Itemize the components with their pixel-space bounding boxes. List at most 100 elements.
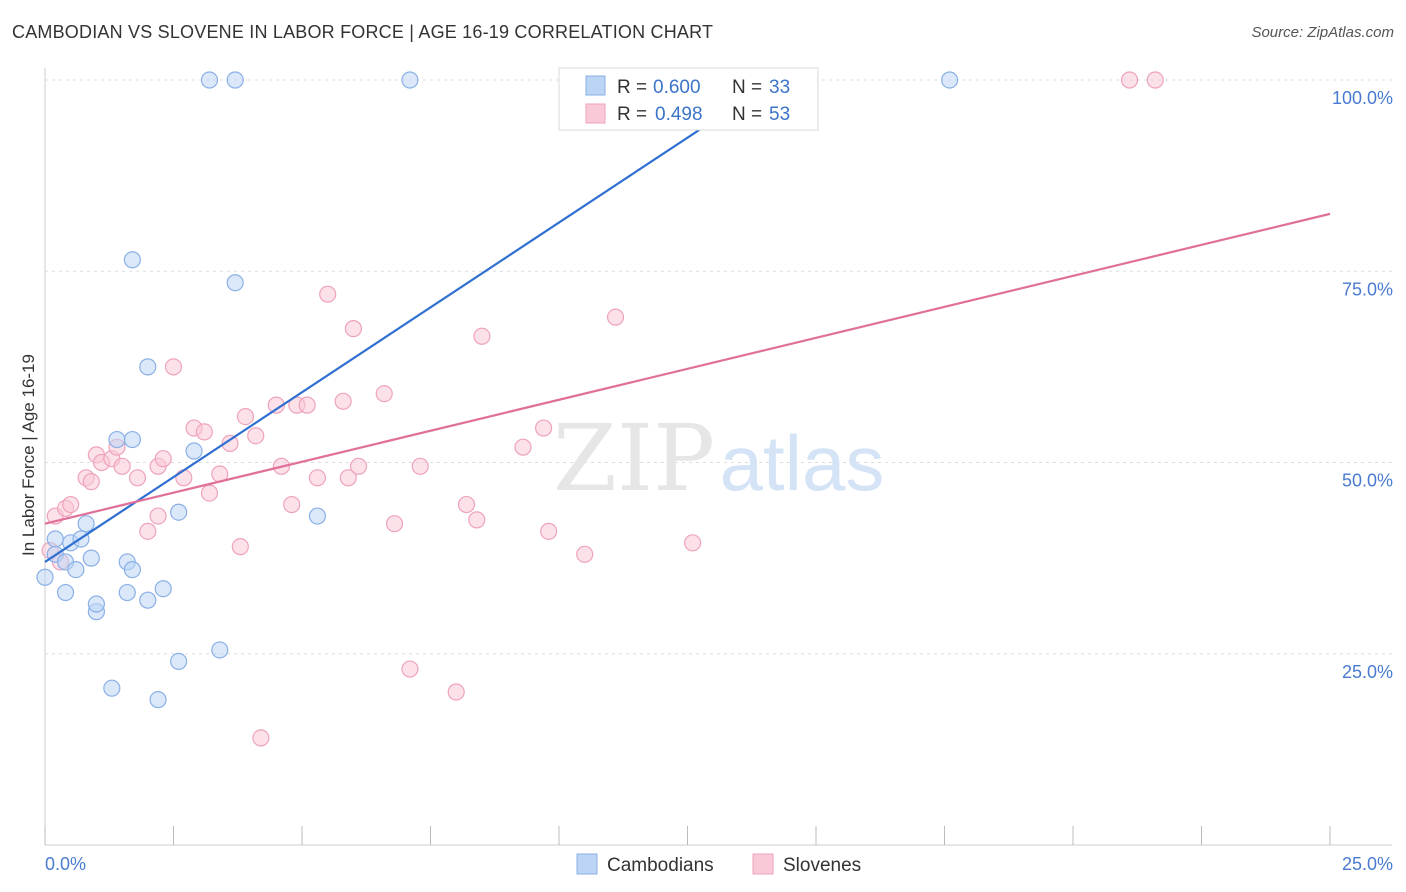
gridlines [45, 79, 1392, 655]
slovene-point-39 [375, 385, 393, 403]
slovene-point-27 [252, 729, 270, 747]
slovene-point-23 [221, 434, 239, 452]
y-tick-label-0: 25.0% [1342, 662, 1393, 682]
slovene-point-38 [349, 457, 368, 475]
cambodian-point-16 [123, 560, 141, 579]
cambodian-point-26 [200, 71, 219, 89]
y-axis-label: In Labor Force | Age 16-19 [19, 354, 38, 556]
slovene-point-52 [684, 534, 702, 552]
cambodian-point-30 [308, 507, 327, 525]
slovene-point-33 [308, 469, 327, 487]
legend-swatch-cambodians [585, 75, 606, 96]
slovene-point-53 [1120, 71, 1139, 89]
bottom-swatch-slovenes [752, 853, 774, 875]
slovene-point-44 [457, 495, 476, 514]
bottom-swatch-cambodians [576, 853, 598, 875]
cambodian-point-8 [77, 515, 95, 533]
bottom-label-cambodians: Cambodians [607, 855, 714, 876]
series-legend: Cambodians Slovenes [576, 853, 861, 876]
bottom-label-slovenes: Slovenes [783, 855, 861, 876]
legend-r-label-1: R = [617, 77, 647, 98]
slovene-point-25 [236, 408, 255, 426]
cambodian-point-12 [103, 679, 121, 697]
slovene-point-13 [139, 522, 157, 540]
slovene-point-46 [473, 327, 491, 345]
cambodians-trend-line [44, 79, 776, 563]
slovene-point-30 [283, 495, 301, 514]
chart-title: CAMBODIAN VS SLOVENE IN LABOR FORCE | AG… [12, 22, 714, 42]
cambodian-point-24 [170, 652, 188, 671]
cambodian-point-28 [226, 71, 244, 89]
slovene-point-6 [82, 473, 100, 491]
legend-n-value-1: 33 [769, 77, 790, 98]
cambodian-point-18 [123, 430, 141, 449]
cambodians-points [36, 71, 959, 709]
legend-r-value-1: 0.600 [653, 77, 701, 98]
trend-lines [44, 79, 1331, 563]
slovene-point-37 [344, 320, 362, 338]
cambodian-point-29 [226, 274, 244, 292]
slovene-point-43 [447, 683, 465, 701]
axes [44, 68, 1392, 846]
watermark-atlas: atlas [720, 419, 885, 507]
slovene-point-34 [319, 285, 337, 303]
cambodian-point-20 [139, 591, 157, 609]
cambodian-point-22 [154, 580, 172, 598]
cambodian-point-11 [87, 595, 106, 613]
cambodian-point-32 [941, 71, 959, 89]
slovene-point-51 [606, 308, 625, 326]
legend-n-label-1: N = [732, 77, 762, 98]
slovene-point-4 [62, 495, 80, 514]
cambodian-point-25 [185, 442, 203, 460]
cambodian-point-19 [139, 358, 157, 376]
slovene-point-42 [411, 457, 429, 475]
cambodian-point-4 [56, 583, 75, 602]
slovene-point-47 [514, 438, 532, 456]
legend-swatch-slovenes [585, 103, 606, 124]
legend-r-label-2: R = [617, 104, 647, 125]
slovene-point-26 [247, 427, 265, 445]
cambodian-point-31 [401, 71, 419, 89]
legend-n-value-2: 53 [769, 104, 790, 125]
cambodian-point-13 [108, 430, 126, 449]
slovene-point-21 [200, 484, 219, 502]
x-tick-label-1: 25.0% [1342, 854, 1393, 874]
cambodian-point-9 [82, 549, 100, 567]
slovene-point-48 [534, 419, 553, 437]
slovene-point-36 [339, 469, 357, 487]
legend-n-label-2: N = [732, 104, 762, 125]
cambodian-point-27 [211, 641, 229, 659]
y-tick-label-3: 100.0% [1332, 88, 1393, 108]
slovene-point-24 [231, 538, 249, 556]
y-tick-labels: 25.0% 50.0% 75.0% 100.0% [1332, 88, 1393, 682]
slovene-point-35 [334, 392, 352, 410]
slovene-point-41 [401, 660, 419, 678]
cambodian-point-0 [36, 568, 54, 586]
watermark-zip: ZIP [553, 405, 715, 512]
cambodian-point-17 [123, 251, 141, 269]
slovene-point-45 [468, 511, 486, 529]
slovene-point-11 [113, 457, 131, 475]
slovene-point-54 [1146, 71, 1164, 89]
y-tick-label-1: 50.0% [1342, 471, 1393, 491]
slovenes-trend-line [44, 212, 1331, 525]
slovene-point-49 [540, 522, 558, 540]
slovene-point-17 [164, 358, 183, 376]
y-tick-label-2: 75.0% [1342, 279, 1393, 299]
x-tick-labels: 0.0% 25.0% [45, 854, 1393, 874]
cambodian-point-21 [149, 691, 167, 709]
slovene-point-50 [576, 545, 594, 563]
cambodian-point-23 [170, 503, 188, 521]
slovene-point-16 [154, 450, 172, 468]
slovene-point-32 [298, 396, 316, 414]
slovene-point-18 [175, 469, 193, 487]
cambodian-point-1 [46, 530, 64, 548]
legend-r-value-2: 0.498 [655, 104, 703, 125]
slovene-point-40 [385, 515, 404, 533]
x-tick-label-0: 0.0% [45, 854, 86, 874]
slovene-point-20 [195, 423, 213, 441]
slovene-point-12 [128, 469, 147, 487]
correlation-legend: R = 0.600 N = 33 R = 0.498 N = 53 [558, 67, 819, 131]
source-credit: Source: ZipAtlas.com [1251, 24, 1394, 41]
